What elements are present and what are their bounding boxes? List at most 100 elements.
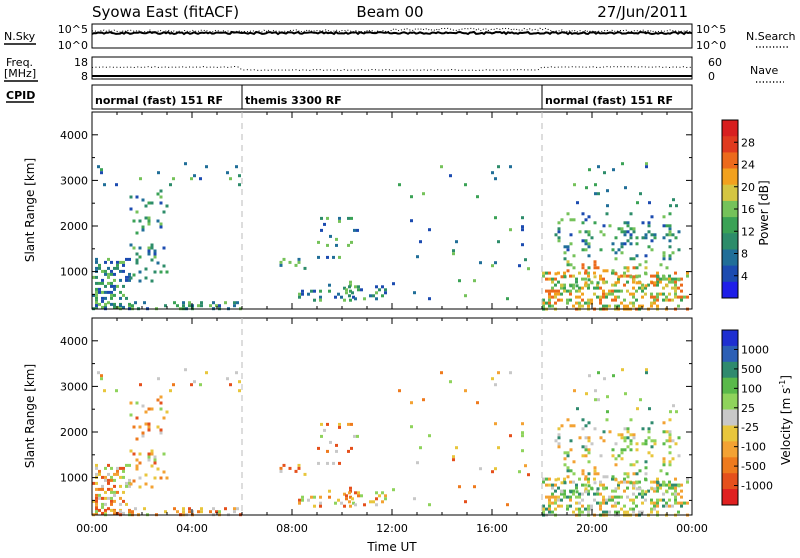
echo-cell xyxy=(521,243,524,247)
echo-cell xyxy=(638,286,641,290)
echo-cell xyxy=(494,261,497,265)
echo-cell xyxy=(150,449,154,453)
echo-cell xyxy=(193,174,196,178)
echo-cell xyxy=(662,492,665,496)
echo-cell xyxy=(95,296,98,300)
echo-cell xyxy=(363,503,366,507)
echo-cell xyxy=(662,498,665,502)
echo-cell xyxy=(110,281,113,285)
echo-cell xyxy=(375,297,378,301)
echo-cell xyxy=(554,295,557,299)
echo-cell xyxy=(147,216,151,220)
colorbar-swatch xyxy=(722,120,738,137)
echo-cell xyxy=(360,494,363,498)
echo-cell xyxy=(675,204,678,208)
echo-cell xyxy=(369,294,372,298)
echo-cell xyxy=(671,277,674,281)
echo-cell xyxy=(188,507,191,511)
echo-cell xyxy=(416,461,419,465)
echo-cell xyxy=(497,371,500,375)
echo-cell xyxy=(153,461,157,465)
echo-cell xyxy=(372,294,375,298)
colorbar-swatch xyxy=(722,249,738,267)
echo-cell xyxy=(422,398,425,402)
echo-cell xyxy=(662,481,666,485)
echo-cell xyxy=(614,504,617,508)
echo-cell xyxy=(113,293,116,297)
echo-cell xyxy=(569,242,573,246)
echo-cell xyxy=(521,225,524,229)
echo-cell xyxy=(597,192,600,196)
echo-cell xyxy=(410,195,413,199)
echo-cell xyxy=(147,219,151,223)
echo-cell xyxy=(584,277,587,281)
echo-cell xyxy=(165,410,169,414)
echo-cell xyxy=(653,442,657,446)
echo-cell xyxy=(101,305,104,309)
echo-cell xyxy=(593,260,597,264)
echo-cell xyxy=(587,439,591,443)
echo-cell xyxy=(644,490,648,494)
echo-cell xyxy=(641,295,644,299)
echo-cell xyxy=(605,292,608,296)
echo-cell xyxy=(644,266,648,270)
echo-cell xyxy=(644,286,647,290)
echo-cell xyxy=(626,475,630,479)
echo-cell xyxy=(566,212,570,216)
echo-cell xyxy=(596,489,599,493)
echo-cell xyxy=(572,424,576,428)
echo-cell xyxy=(320,228,323,232)
echo-cell xyxy=(641,489,644,493)
echo-cell xyxy=(301,292,304,296)
echo-cell xyxy=(569,233,573,237)
echo-cell xyxy=(599,277,602,281)
echo-cell xyxy=(665,233,669,237)
echo-cell xyxy=(626,239,630,243)
echo-cell xyxy=(632,433,636,437)
echo-cell xyxy=(129,401,133,405)
echo-cell xyxy=(548,304,551,308)
echo-cell xyxy=(173,507,176,511)
echo-cell xyxy=(602,430,606,434)
echo-cell xyxy=(566,451,570,455)
colorbar-tick-label: 20 xyxy=(741,181,755,194)
echo-cell xyxy=(611,498,614,502)
echo-cell xyxy=(497,240,500,244)
echo-cell xyxy=(665,295,668,299)
velocity-axes: 1000 2000 3000 4000 00:00 04:00 08:00 12:00 16:0… xyxy=(60,317,708,535)
echo-cell xyxy=(590,504,593,508)
echo-cell xyxy=(641,289,644,293)
echo-cell xyxy=(626,304,629,308)
echo-cell xyxy=(184,162,187,166)
echo-cell xyxy=(645,162,648,166)
echo-cell xyxy=(608,498,611,502)
echo-cell xyxy=(113,266,116,270)
echo-cell xyxy=(647,245,651,249)
echo-cell xyxy=(352,501,355,505)
echo-cell xyxy=(172,383,175,387)
echo-cell xyxy=(557,442,561,446)
echo-cell xyxy=(665,483,668,487)
echo-cell xyxy=(104,478,107,482)
echo-cell xyxy=(319,289,322,293)
echo-cell xyxy=(288,466,292,470)
echo-cell xyxy=(641,501,644,505)
echo-cell xyxy=(659,263,663,267)
echo-cell xyxy=(153,252,157,256)
echo-cell xyxy=(587,266,591,270)
echo-cell xyxy=(95,293,98,297)
y-tick-label: 3000 xyxy=(60,380,88,393)
echo-cell xyxy=(635,242,639,246)
echo-cell xyxy=(569,289,572,293)
echo-cell xyxy=(110,475,113,479)
echo-cell xyxy=(674,280,677,284)
echo-cell xyxy=(95,466,98,470)
echo-cell xyxy=(620,301,623,305)
echo-cell xyxy=(98,281,101,285)
echo-cell xyxy=(653,295,656,299)
echo-cell xyxy=(384,497,387,501)
echo-cell xyxy=(587,510,590,514)
echo-cell xyxy=(153,255,157,259)
echo-cell xyxy=(650,281,654,285)
